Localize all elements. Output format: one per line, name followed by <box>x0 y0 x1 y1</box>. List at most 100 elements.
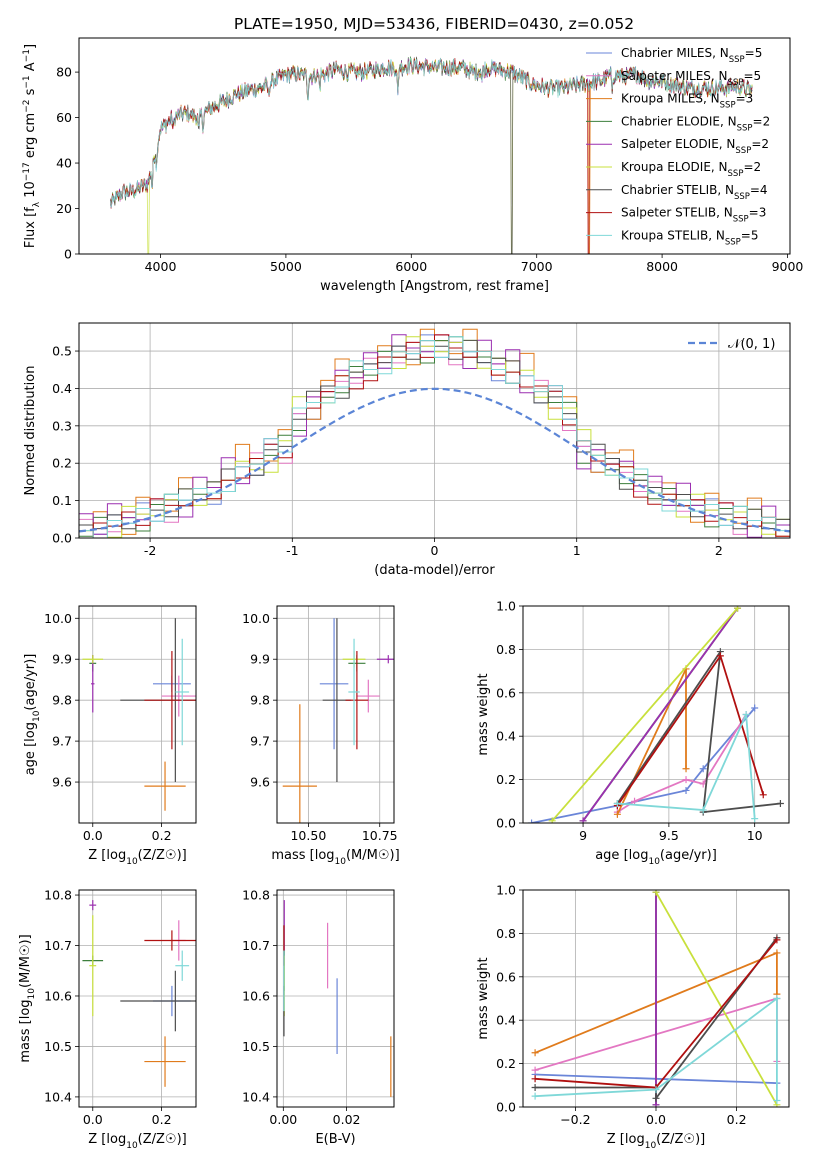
spectrum-xlabel: wavelength [Angstrom, rest frame] <box>320 279 549 294</box>
mass-weight-vs-age-ylabel: mass weight <box>476 673 491 755</box>
age-vs-Z-ytick-label: 9.9 <box>52 652 72 667</box>
mass-weight-vs-Z-marker-chabrier-stelib <box>531 1083 539 1091</box>
residual-distribution-ytick-label: 0.2 <box>52 456 72 471</box>
legend-label-kroupa-elodie: Kroupa ELODIE, NSSP=2 <box>621 160 761 179</box>
mass-weight-vs-age-xtick-label: 9.5 <box>659 828 679 843</box>
legend-entry-chabrier-miles: Chabrier MILES, NSSP=5 <box>586 46 762 65</box>
mass-vs-Z-point-salpeter-stelib <box>144 930 196 951</box>
mass-weight-vs-age-ytick-label: 0.0 <box>496 816 516 831</box>
mass-vs-Z-ytick-label: 10.6 <box>44 988 72 1003</box>
spectrum-ytick-label: 40 <box>56 156 72 171</box>
figure-title: PLATE=1950, MJD=53436, FIBERID=0430, z=0… <box>234 15 634 33</box>
mass-weight-vs-age-marker-salpeter-stelib <box>759 791 767 799</box>
mass-weight-vs-age-marker-salpeter-miles <box>631 797 639 805</box>
residual-distribution-ytick-label: 0.4 <box>52 381 72 396</box>
mass-weight-vs-age-marker-kroupa-stelib <box>613 799 621 807</box>
panel-mass-vs-EBV: 0.00 0.02 10.4 10.5 10.6 10.7 10.8 E(B-V) <box>242 888 395 1147</box>
age-vs-Z-xlabel: Z [log10(Z/Z☉)] <box>88 848 186 867</box>
mass-vs-EBV-grid <box>277 890 394 1107</box>
histogram-kroupa-stelib <box>79 336 790 538</box>
age-vs-mass-plot-area <box>282 618 394 823</box>
legend-label-kroupa-stelib: Kroupa STELIB, NSSP=5 <box>621 228 759 247</box>
mass-weight-vs-age-xtick-label: 10 <box>747 828 763 843</box>
mass-weight-vs-age-ytick-label: 0.2 <box>496 772 516 787</box>
spectrum-xtick-label: 6000 <box>395 259 427 274</box>
mass-vs-EBV-ytick-label: 10.4 <box>242 1089 270 1104</box>
mass-weight-vs-Z-marker-kroupa-miles <box>531 1049 539 1057</box>
residual-distribution-ytick-label: 0.0 <box>52 531 72 546</box>
mass-weight-vs-age-marker-kroupa-elodie <box>548 817 556 823</box>
mass-weight-vs-Z-ytick-label: 0.6 <box>496 969 516 984</box>
mass-weight-vs-Z-line-kroupa-elodie <box>655 891 778 1106</box>
age-vs-mass-point-salpeter-miles <box>356 679 380 713</box>
spectrum-frame <box>78 37 791 255</box>
mass-weight-vs-age-marker-kroupa-miles <box>613 810 621 818</box>
mass-weight-vs-Z-line-kroupa-stelib <box>535 996 778 1101</box>
age-vs-mass-point-salpeter-elodie <box>376 655 394 664</box>
age-vs-Z-point-salpeter-elodie <box>91 655 95 713</box>
age-vs-mass-ytick-label: 9.7 <box>250 734 270 749</box>
spectrum-xtick-label: 4000 <box>145 259 177 274</box>
mass-vs-EBV-ytick-label: 10.5 <box>242 1039 270 1054</box>
mass-vs-Z-ytick-label: 10.8 <box>44 888 72 903</box>
mass-vs-Z-ytick-label: 10.4 <box>44 1089 72 1104</box>
legend-entry-salpeter-elodie: Salpeter ELODIE, NSSP=2 <box>586 137 769 156</box>
mass-weight-vs-Z-marker-kroupa-miles <box>773 949 781 957</box>
legend-entry-salpeter-stelib: Salpeter STELIB, NSSP=3 <box>586 206 766 225</box>
mass-weight-vs-age-marker-chabrier-miles <box>751 704 759 712</box>
panel-residual-distribution: -2 -1 0 1 2 0.0 0.1 0.2 0.3 0.4 0.5 (data-model)/er… <box>23 322 791 578</box>
mass-weight-vs-age-line-salpeter-miles <box>616 714 747 813</box>
mass-weight-vs-age-marker-kroupa-miles <box>682 765 690 773</box>
age-vs-mass-xtick-label: 10.75 <box>362 828 398 843</box>
age-vs-Z-plot-area <box>82 618 196 811</box>
mass-weight-vs-Z-marker-kroupa-elodie <box>652 890 660 896</box>
legend-normal: 𝒩(0, 1) <box>688 337 775 352</box>
age-vs-mass-point-kroupa-miles <box>282 704 317 823</box>
panel-spectrum: 4000 5000 6000 7000 8000 9000 0 20 40 60 80 wavelen… <box>22 37 803 294</box>
age-vs-mass-grid <box>277 606 394 823</box>
age-vs-Z-point-kroupa-elodie <box>82 655 104 664</box>
spectrum-xtick-label: 7000 <box>521 259 553 274</box>
mass-weight-vs-age-ytick-label: 1.0 <box>496 599 516 614</box>
mass-weight-vs-age-marker-salpeter-stelib <box>716 652 724 660</box>
mass-vs-Z-point-kroupa-elodie <box>89 915 97 1017</box>
mass-weight-vs-Z-plot-area <box>531 890 781 1107</box>
spectrum-xtick-label: 5000 <box>270 259 302 274</box>
mass-weight-vs-Z-xtick-label: 0.2 <box>727 1112 747 1127</box>
mass-vs-EBV-xtick-label: 0.02 <box>333 1112 361 1127</box>
mass-weight-vs-Z-ytick-label: 0.4 <box>496 1013 516 1028</box>
spectrum-plot-area <box>109 56 753 254</box>
age-vs-mass-point-chabrier-miles <box>319 618 349 750</box>
mass-weight-vs-Z-marker-salpeter-stelib <box>531 1075 539 1083</box>
mass-vs-Z-xtick-label: 0.2 <box>152 1112 172 1127</box>
mass-weight-vs-age-marker-kroupa-stelib <box>742 711 750 718</box>
legend-label-salpeter-stelib: Salpeter STELIB, NSSP=3 <box>621 206 766 225</box>
mass-weight-vs-age-marker-chabrier-miles <box>528 819 536 823</box>
mass-weight-vs-age-line-kroupa-elodie <box>551 607 739 822</box>
mass-weight-vs-age-marker-kroupa-stelib <box>699 806 707 814</box>
residual-distribution-xtick-label: 1 <box>573 543 581 558</box>
mass-weight-vs-Z-marker-kroupa-stelib <box>652 1086 660 1094</box>
legend-entry-kroupa-elodie: Kroupa ELODIE, NSSP=2 <box>586 160 761 179</box>
legend-label-salpeter-miles: Salpeter MILES, NSSP=5 <box>621 69 761 88</box>
mass-weight-vs-Z-xtick-label: 0.0 <box>646 1112 666 1127</box>
legend-label-salpeter-elodie: Salpeter ELODIE, NSSP=2 <box>621 137 769 156</box>
age-vs-mass-ytick-label: 9.8 <box>250 693 270 708</box>
residual-distribution-xtick-label: 0 <box>431 543 439 558</box>
age-vs-mass-xlabel: mass [log10(M/M☉)] <box>271 848 399 867</box>
spectrum-line-kroupa-stelib <box>109 57 753 208</box>
age-vs-Z-ytick-label: 9.6 <box>52 775 72 790</box>
mass-weight-vs-age-ytick-label: 0.6 <box>496 685 516 700</box>
legend-entry-kroupa-stelib: Kroupa STELIB, NSSP=5 <box>586 228 759 247</box>
age-vs-mass-ytick-label: 10.0 <box>242 611 270 626</box>
mass-weight-vs-Z-frame <box>522 889 790 1108</box>
age-vs-Z-xtick-label: 0.0 <box>83 828 103 843</box>
mass-weight-vs-age-marker-chabrier-miles <box>699 765 707 773</box>
mass-weight-vs-age-frame <box>522 605 790 824</box>
legend-entry-salpeter-miles: Salpeter MILES, NSSP=5 <box>586 69 761 88</box>
mass-vs-Z-xlabel: Z [log10(Z/Z☉)] <box>88 1132 186 1151</box>
spectrum-ytick-label: 20 <box>56 201 72 216</box>
mass-weight-vs-Z-ytick-label: 0.8 <box>496 926 516 941</box>
age-vs-Z-point-salpeter-miles <box>161 675 196 717</box>
